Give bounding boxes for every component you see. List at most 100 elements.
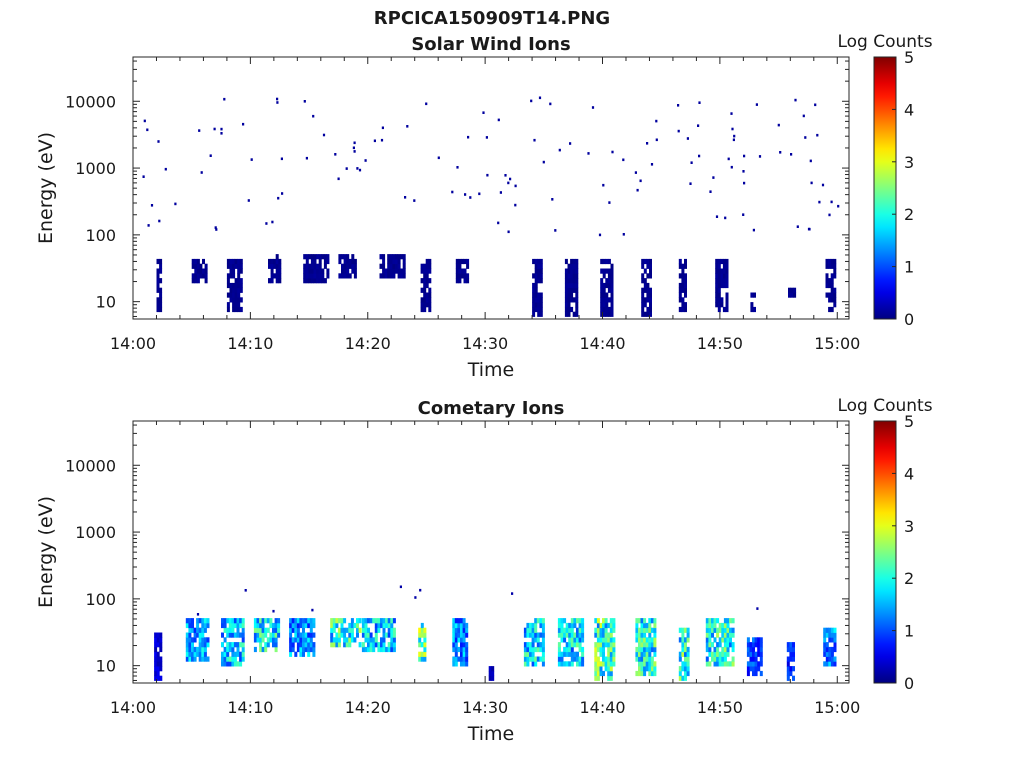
heatmap-cell <box>833 632 837 638</box>
heatmap-cell <box>390 627 394 633</box>
heatmap-cell <box>191 646 194 653</box>
heatmap-cell <box>705 661 709 667</box>
heatmap-cell <box>340 618 344 624</box>
heatmap-cell <box>825 273 829 279</box>
heatmap-cell <box>708 632 712 638</box>
heatmap-cell <box>725 282 729 289</box>
heatmap-cell <box>185 646 189 653</box>
heatmap-cell <box>392 642 396 648</box>
heatmap-cell <box>289 632 293 638</box>
heatmap-cell <box>726 618 730 624</box>
heatmap-cell <box>159 642 163 648</box>
heatmap-cell <box>715 273 719 279</box>
heatmap-cell <box>610 302 614 308</box>
heatmap-cell <box>273 273 277 279</box>
heatmap-cell <box>457 646 461 653</box>
heatmap-cell <box>395 254 398 260</box>
heatmap-cell <box>567 306 571 313</box>
heatmap-cell <box>351 268 355 274</box>
heatmap-cell <box>237 278 241 284</box>
heatmap-cell <box>462 637 466 643</box>
heatmap-cell <box>713 661 717 667</box>
heatmap-cell <box>237 273 241 279</box>
heatmap-cell <box>681 306 685 313</box>
heatmap-cell <box>721 646 725 653</box>
heatmap-cell <box>830 258 834 265</box>
heatmap-cell <box>726 642 730 648</box>
heatmap-cell <box>715 278 719 284</box>
heatmap-cell <box>708 661 712 667</box>
heatmap-cell <box>723 656 727 662</box>
heatmap-cell <box>640 632 644 638</box>
heatmap-cell <box>752 637 755 643</box>
heatmap-cell <box>423 306 427 313</box>
heatmap-cell <box>684 292 687 298</box>
heatmap-cell <box>457 622 461 629</box>
heatmap-cell <box>541 627 545 633</box>
heatmap-cell <box>253 622 257 629</box>
heatmap-cell <box>523 656 527 662</box>
heatmap-cell <box>392 646 396 653</box>
heatmap-cell <box>648 632 652 638</box>
heatmap-cell <box>215 228 218 231</box>
heatmap-cell <box>645 661 649 667</box>
heatmap-cell <box>234 306 238 313</box>
heatmap-cell <box>296 632 300 638</box>
heatmap-cell <box>534 618 538 624</box>
heatmap-cell <box>684 282 687 289</box>
heatmap-cell <box>596 642 600 648</box>
heatmap-cell <box>188 632 192 638</box>
heatmap-cell <box>569 142 572 145</box>
heatmap-cell <box>746 642 750 648</box>
heatmap-cell <box>226 627 230 633</box>
heatmap-cell <box>350 627 354 633</box>
heatmap-cell <box>326 268 330 274</box>
heatmap-cell <box>610 292 614 298</box>
heatmap-cell <box>156 637 160 643</box>
heatmap-cell <box>237 302 241 308</box>
heatmap-cell <box>823 661 827 667</box>
heatmap-cell <box>321 273 325 279</box>
heatmap-cell <box>643 297 647 303</box>
heatmap-cell <box>316 263 320 269</box>
heatmap-cell <box>367 632 370 638</box>
heatmap-cell <box>564 306 568 313</box>
heatmap-cell <box>236 627 240 633</box>
heatmap-cell <box>303 278 307 284</box>
heatmap-cell <box>332 618 336 624</box>
heatmap-cell <box>643 632 647 638</box>
heatmap-cell <box>686 661 690 667</box>
heatmap-cell <box>786 642 790 648</box>
heatmap-cell <box>749 642 753 648</box>
heatmap-cell <box>684 642 687 648</box>
heatmap-cell <box>236 622 240 629</box>
heatmap-cell <box>201 651 205 657</box>
heatmap-cell <box>423 273 427 279</box>
heatmap-cell <box>681 282 685 289</box>
heatmap-cell <box>281 192 284 195</box>
heatmap-cell <box>309 627 313 633</box>
heatmap-cell <box>722 263 726 269</box>
heatmap-cell <box>335 618 339 624</box>
heatmap-cell <box>523 632 527 638</box>
heatmap-cell <box>326 254 330 260</box>
heatmap-cell <box>609 661 613 667</box>
heatmap-cell <box>639 179 642 183</box>
heatmap-cell <box>635 637 639 643</box>
heatmap-cell <box>575 263 579 269</box>
heatmap-cell <box>643 627 647 633</box>
heatmap-cell <box>684 675 687 681</box>
heatmap-cell <box>596 666 600 672</box>
heatmap-cell <box>304 637 308 643</box>
heatmap-cell <box>369 637 373 643</box>
heatmap-cell <box>612 642 616 648</box>
heatmap-cell <box>452 632 456 638</box>
heatmap-cell <box>236 646 240 653</box>
x-tick-label: 14:20 <box>345 698 391 717</box>
heatmap-cell <box>539 311 543 317</box>
heatmap-cell <box>454 627 458 633</box>
x-tick-label: 15:00 <box>814 334 860 353</box>
heatmap-cell <box>201 622 205 629</box>
heatmap-cell <box>425 302 429 308</box>
heatmap-cell <box>612 646 616 653</box>
